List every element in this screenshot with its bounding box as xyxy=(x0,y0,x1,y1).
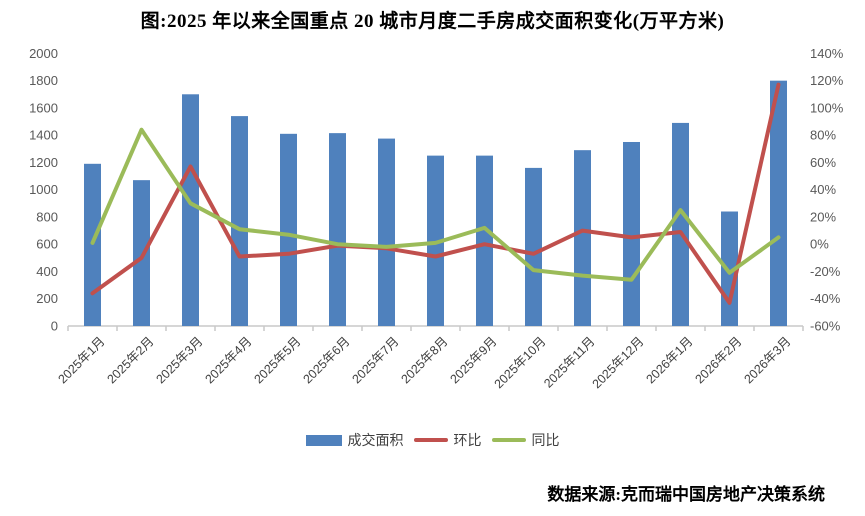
bar-2025年7月 xyxy=(378,138,395,326)
bar-2025年6月 xyxy=(329,133,346,326)
left-axis-tick-label: 0 xyxy=(51,319,58,334)
x-axis-label: 2025年3月 xyxy=(153,334,205,386)
bar-2025年2月 xyxy=(133,180,150,326)
x-axis-label: 2026年2月 xyxy=(692,334,744,386)
chart-legend: 成交面积 环比 同比 xyxy=(0,430,865,450)
x-axis-label: 2026年3月 xyxy=(741,334,793,386)
right-axis-tick-label: 80% xyxy=(810,128,836,143)
right-axis-tick-label: -40% xyxy=(810,291,841,306)
x-axis-label: 2025年5月 xyxy=(251,334,303,386)
chart-title: 图:2025 年以来全国重点 20 城市月度二手房成交面积变化(万平方米) xyxy=(140,11,725,32)
right-axis-tick-label: 120% xyxy=(810,73,844,88)
bar-2025年10月 xyxy=(525,167,542,326)
left-axis-tick-label: 1400 xyxy=(29,128,58,143)
x-axis-label: 2025年6月 xyxy=(300,334,352,386)
legend-label-mom: 环比 xyxy=(453,432,482,448)
right-axis-tick-label: 140% xyxy=(810,46,844,61)
legend-label-area: 成交面积 xyxy=(347,432,404,448)
bar-swatch-icon xyxy=(305,434,342,446)
yoy-line xyxy=(90,127,781,282)
x-axis-label: 2025年12月 xyxy=(590,334,647,391)
bar-2025年3月 xyxy=(182,94,199,326)
bar-2026年3月 xyxy=(770,80,787,326)
left-axis-tick-label: 200 xyxy=(36,291,58,306)
bar-2025年4月 xyxy=(231,116,248,327)
right-axis-tick-label: -20% xyxy=(810,264,841,279)
right-axis-tick-label: 0% xyxy=(810,237,829,252)
x-axis-label: 2026年1月 xyxy=(643,334,695,386)
right-axis-tick-label: -60% xyxy=(810,319,841,334)
x-axis-label: 2025年8月 xyxy=(398,334,450,386)
legend-label-yoy: 同比 xyxy=(531,432,560,448)
bar-2025年11月 xyxy=(574,150,591,326)
bar-2025年12月 xyxy=(623,141,640,326)
right-axis-tick-label: 20% xyxy=(810,209,836,224)
right-axis-tick-label: 100% xyxy=(810,100,844,115)
right-axis-tick-label: 40% xyxy=(810,182,836,197)
bar-2025年5月 xyxy=(280,133,297,326)
left-axis-tick-label: 800 xyxy=(36,209,58,224)
x-axis-label: 2025年1月 xyxy=(55,334,107,386)
right-axis-tick-label: 60% xyxy=(810,155,836,170)
x-axis-label: 2025年7月 xyxy=(349,334,401,386)
line-swatch-red-icon xyxy=(413,438,448,442)
left-axis-tick-label: 1600 xyxy=(29,100,58,115)
left-axis-tick-label: 1200 xyxy=(29,155,58,170)
data-source-note: 数据来源:克而瑞中国房地产决策系统 xyxy=(547,485,825,504)
x-axis-label: 2025年9月 xyxy=(447,334,499,386)
x-axis-label: 2025年4月 xyxy=(202,334,254,386)
legend-item-mom: 环比 xyxy=(413,430,482,450)
x-axis-label: 2025年2月 xyxy=(104,334,156,386)
legend-item-yoy: 同比 xyxy=(491,430,560,450)
left-axis-tick-label: 2000 xyxy=(29,46,58,61)
left-axis-tick-label: 600 xyxy=(36,237,58,252)
line-swatch-green-icon xyxy=(491,438,526,442)
x-axis-label: 2025年10月 xyxy=(492,334,549,391)
legend-item-area: 成交面积 xyxy=(305,430,404,450)
bar-2025年1月 xyxy=(84,163,101,326)
left-axis-tick-label: 1000 xyxy=(29,182,58,197)
left-axis-tick-label: 1800 xyxy=(29,73,58,88)
bar-2026年1月 xyxy=(672,122,689,327)
bar-2025年9月 xyxy=(476,155,493,326)
left-axis-tick-label: 400 xyxy=(36,264,58,279)
